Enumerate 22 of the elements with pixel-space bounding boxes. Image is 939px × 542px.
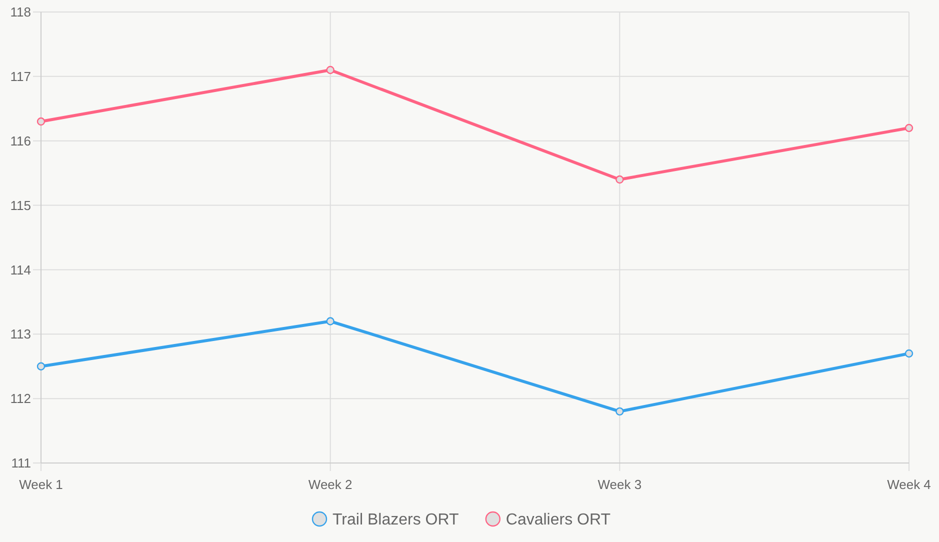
point xyxy=(616,407,624,416)
y-tick-label: 112 xyxy=(10,391,31,406)
point xyxy=(36,362,46,370)
y-tick-label: 117 xyxy=(10,68,31,84)
y-tick-label: 116 xyxy=(10,133,31,148)
y-tick-label: 111 xyxy=(11,456,31,471)
legend-label: Cavaliers ORT xyxy=(506,512,611,529)
x-tick-label: Week 1 xyxy=(19,477,63,492)
point xyxy=(616,175,624,184)
point xyxy=(904,349,914,358)
y-tick-label: 118 xyxy=(10,4,31,20)
point xyxy=(904,124,914,132)
point xyxy=(326,317,334,326)
y-tick-label: 114 xyxy=(10,262,31,278)
point xyxy=(326,66,334,74)
y-tick-label: 115 xyxy=(10,198,31,213)
x-tick-label: Week 2 xyxy=(308,477,352,492)
legend-label: Trail Blazers ORT xyxy=(332,512,459,529)
x-tick-label: Week 3 xyxy=(598,477,642,492)
point xyxy=(36,117,46,126)
x-tick-label: Week 4 xyxy=(887,477,931,492)
y-tick-label: 113 xyxy=(10,326,31,342)
